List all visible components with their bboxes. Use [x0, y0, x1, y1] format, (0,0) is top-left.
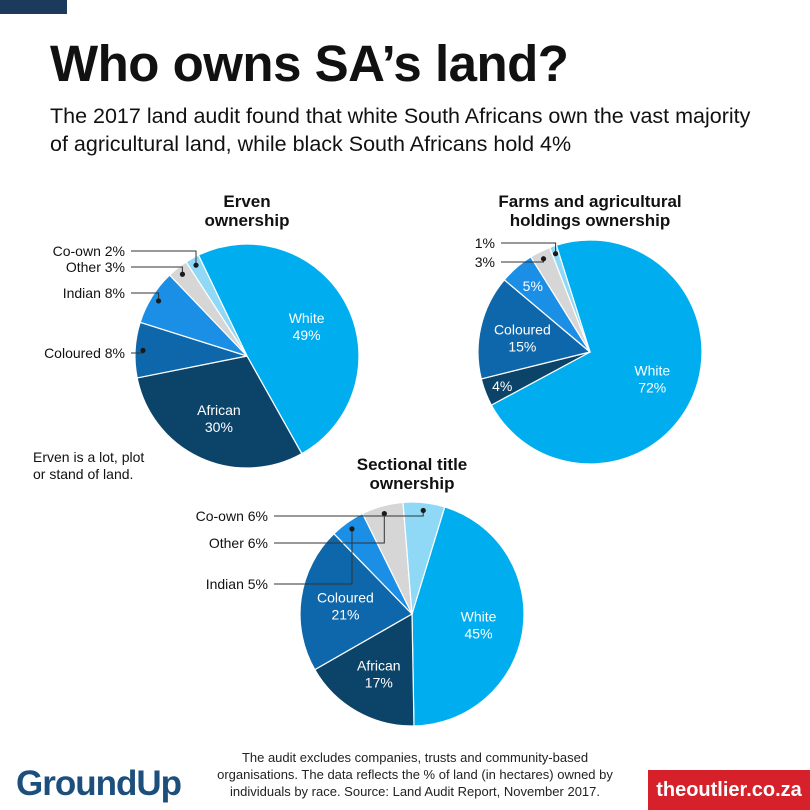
chart-2-label-co-own: 1% — [475, 235, 495, 251]
corner-accent-bar — [0, 0, 67, 14]
chart-3-leader-indian — [274, 528, 353, 585]
groundup-logo: GroundUp — [16, 764, 182, 803]
chart-2-slice-white — [490, 239, 703, 465]
chart-3-leader-dot-co-own — [420, 507, 426, 514]
chart-1-title-line: Erven — [223, 192, 270, 211]
chart-1-label-coloured: Coloured 8% — [44, 345, 125, 361]
chart-2-label-white: White — [634, 362, 670, 378]
chart-2-pct-white: 72% — [638, 379, 666, 395]
chart-1-leader-dot-co-own — [193, 262, 199, 268]
chart-1-label-indian: Indian 8% — [63, 285, 125, 301]
chart-1-label-white: White — [289, 310, 325, 326]
chart-2-title-line: holdings ownership — [510, 211, 671, 230]
chart-1-title-line: ownership — [204, 211, 289, 230]
chart-2-slice-co-own — [548, 244, 591, 353]
chart-3-label-co-own: Co-own 6% — [196, 508, 268, 524]
chart-2-label-coloured: Coloured — [494, 321, 551, 337]
chart-1-leader-dot-other — [179, 271, 186, 277]
chart-3-label-coloured: Coloured — [317, 590, 374, 606]
chart-3-slice-african — [313, 612, 415, 727]
outlier-logo: theoutlier.co.za — [648, 770, 810, 810]
chart-3-pct-coloured: 21% — [331, 607, 359, 623]
chart-3-slice-co-own — [402, 501, 446, 615]
source-footnote: The audit excludes companies, trusts and… — [217, 750, 613, 800]
chart-1-leader-dot-indian — [155, 298, 162, 304]
chart-3-slice-white — [411, 506, 525, 727]
chart-2-leader-dot-co-own — [552, 251, 559, 257]
chart-3-title-line: ownership — [369, 474, 454, 493]
chart-3-leader-dot-other — [381, 510, 387, 517]
chart-1-slice-african — [136, 355, 303, 469]
chart-1-pct-african: 30% — [205, 419, 233, 435]
chart-1-pct-white: 49% — [293, 327, 321, 343]
chart-1-leader-indian — [131, 292, 160, 301]
chart-2-leader-co-own — [501, 242, 557, 254]
page-subtitle: The 2017 land audit found that white Sou… — [50, 104, 751, 156]
chart-1-leader-dot-coloured — [140, 347, 146, 353]
chart-3-label-white: White — [461, 608, 497, 624]
chart-3-title-line: Sectional title — [357, 455, 468, 474]
chart-2-label-other: 3% — [475, 254, 495, 270]
chart-2-pct-coloured: 15% — [508, 338, 536, 354]
chart-1-note-line: or stand of land. — [33, 466, 133, 482]
chart-3-leader-other — [274, 513, 385, 544]
chart-2-title-line: Farms and agricultural — [498, 192, 681, 211]
chart-1-label-co-own: Co-own 2% — [53, 243, 125, 259]
chart-3-label-african: African — [357, 657, 401, 673]
chart-2-label-indian: 5% — [523, 278, 543, 294]
chart-1-note-line: Erven is a lot, plot — [33, 449, 144, 465]
chart-1-slice-white — [197, 243, 360, 455]
page-title: Who owns SA’s land? — [50, 35, 569, 92]
chart-2-leader-dot-other — [540, 256, 547, 262]
chart-3-leader-dot-indian — [349, 526, 355, 532]
chart-3-pct-african: 17% — [365, 674, 393, 690]
chart-1-slice-co-own — [185, 254, 248, 357]
chart-2-label-african: 4% — [492, 378, 512, 394]
chart-1-leader-co-own — [131, 250, 197, 266]
chart-3-label-other: Other 6% — [209, 535, 268, 551]
chart-3-pct-white: 45% — [465, 625, 493, 641]
chart-1-label-other: Other 3% — [66, 259, 125, 275]
chart-1-label-african: African — [197, 402, 241, 418]
chart-3-label-indian: Indian 5% — [206, 576, 268, 592]
chart-2-slice-coloured — [477, 279, 592, 380]
